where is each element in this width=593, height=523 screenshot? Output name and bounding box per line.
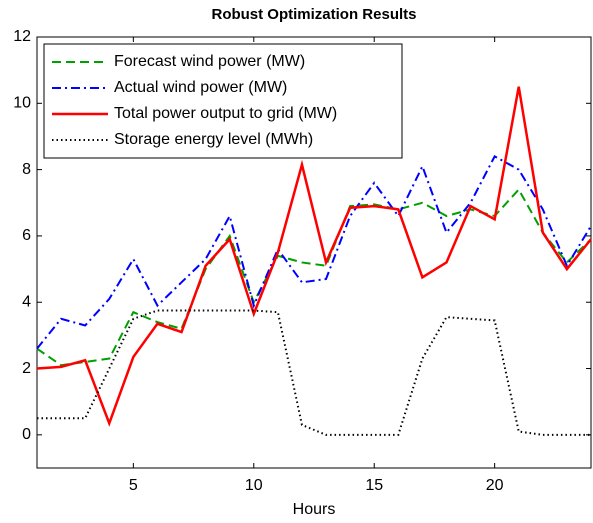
- data-line: [37, 309, 591, 436]
- y-tick-label: 0: [22, 426, 31, 443]
- x-tick-label: 5: [129, 477, 138, 494]
- legend-label: Actual wind power (MW): [114, 79, 287, 96]
- legend-label: Total power output to grid (MW): [114, 105, 337, 122]
- y-tick-label: 8: [22, 161, 31, 178]
- data-line: [36, 187, 592, 367]
- data-line: [36, 154, 592, 350]
- x-axis-label: Hours: [293, 501, 336, 518]
- y-tick-label: 12: [13, 28, 31, 45]
- legend-box: [43, 43, 403, 159]
- y-tick-label: 4: [22, 293, 31, 310]
- x-tick-label: 20: [486, 477, 504, 494]
- y-tick-label: 2: [22, 360, 31, 377]
- x-tick-label: 10: [245, 477, 263, 494]
- legend-label: Forecast wind power (MW): [114, 53, 305, 70]
- legend-label: Storage energy level (MWh): [114, 131, 313, 148]
- chart-title: Robust Optimization Results: [211, 6, 416, 23]
- y-tick-label: 10: [13, 95, 31, 112]
- y-tick-label: 6: [22, 227, 31, 244]
- data-line: [36, 86, 592, 427]
- x-tick-label: 15: [365, 477, 383, 494]
